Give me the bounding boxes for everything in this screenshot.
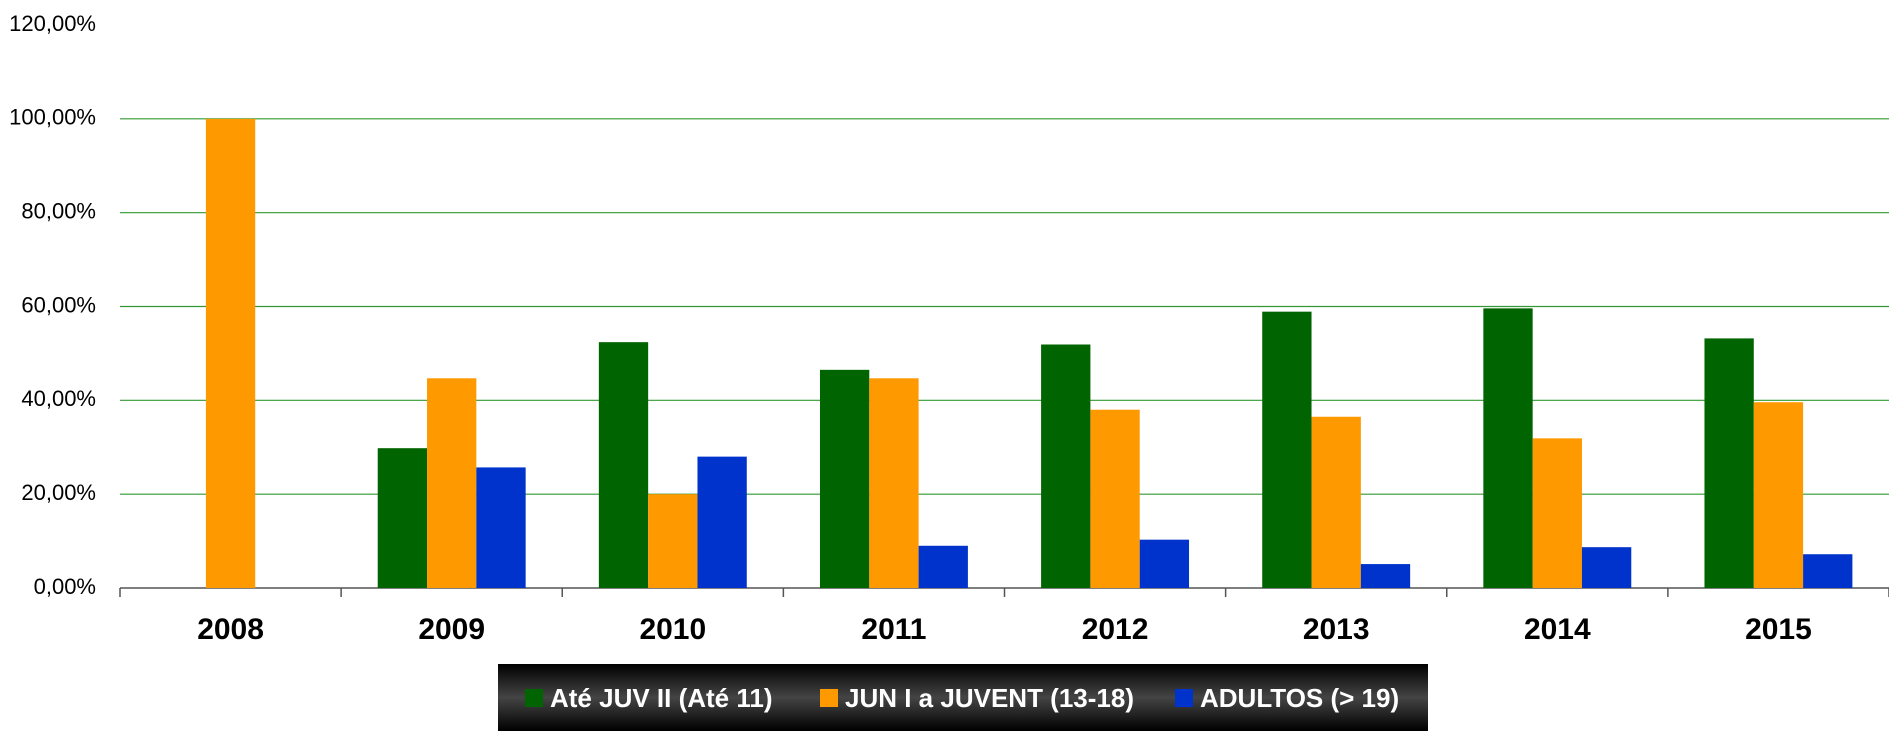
x-tick-label: 2015 <box>1745 613 1812 646</box>
bar <box>869 378 919 588</box>
legend-label: JUN I a JUVENT (13-18) <box>845 683 1134 713</box>
x-tick-label: 2010 <box>639 613 706 646</box>
legend-box <box>498 664 1428 731</box>
bar <box>1803 554 1853 588</box>
x-tick-label: 2011 <box>861 613 926 646</box>
bar <box>1753 402 1804 588</box>
legend-swatch <box>1175 689 1193 707</box>
bar <box>1532 438 1582 588</box>
y-tick-label: 40,00% <box>21 386 96 411</box>
bar <box>819 369 870 588</box>
y-tick-label: 80,00% <box>21 198 96 223</box>
y-tick-label: 0,00% <box>34 574 96 599</box>
bar <box>697 456 747 588</box>
legend-label: Até JUV II (Até 11) <box>550 683 773 713</box>
legend-swatch <box>525 689 543 707</box>
bar <box>377 448 428 588</box>
legend-label: ADULTOS (> 19) <box>1200 683 1399 713</box>
x-tick-label: 2009 <box>418 613 485 646</box>
bar <box>205 118 256 588</box>
bar <box>918 545 968 588</box>
bar <box>1704 338 1754 588</box>
x-tick-label: 2014 <box>1524 613 1591 646</box>
x-tick-label: 2012 <box>1082 613 1149 646</box>
bar <box>1360 564 1411 588</box>
bar <box>1311 416 1361 588</box>
bar <box>476 467 526 588</box>
y-tick-label: 60,00% <box>21 292 96 317</box>
y-tick-label: 120,00% <box>9 11 96 36</box>
bar <box>1262 311 1312 588</box>
x-tick-label: 2008 <box>197 613 264 646</box>
y-tick-label: 100,00% <box>9 105 96 130</box>
bar <box>427 378 477 588</box>
y-tick-label: 20,00% <box>21 480 96 505</box>
legend-swatch <box>820 689 838 707</box>
bar <box>1139 539 1190 588</box>
bar <box>1041 344 1091 588</box>
bar <box>1090 409 1140 588</box>
bar <box>598 342 649 588</box>
bar <box>648 494 698 588</box>
bar <box>1483 308 1533 588</box>
bar <box>1581 547 1632 588</box>
x-tick-label: 2013 <box>1303 613 1370 646</box>
